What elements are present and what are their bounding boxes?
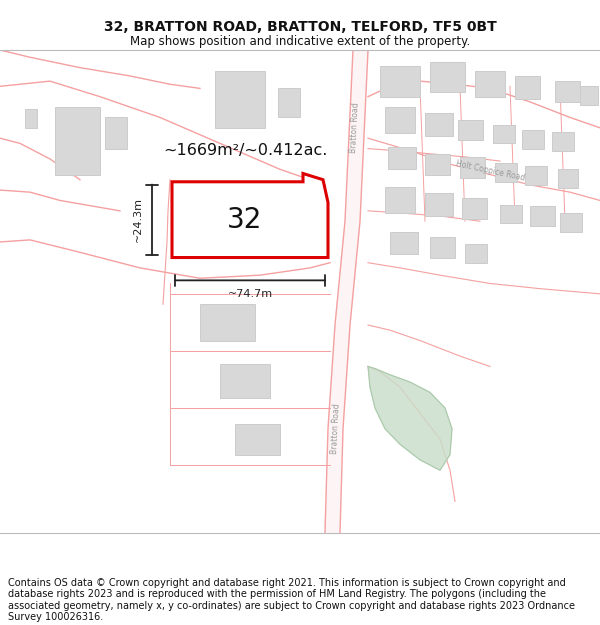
Bar	[475, 71, 505, 97]
Polygon shape	[368, 366, 452, 470]
Bar	[462, 198, 487, 219]
Bar	[385, 187, 415, 213]
Bar	[458, 119, 483, 140]
Bar	[460, 157, 485, 177]
Bar	[105, 118, 127, 149]
Bar	[278, 88, 300, 118]
Bar	[220, 364, 270, 398]
Bar	[215, 71, 265, 128]
Bar	[552, 132, 574, 151]
Bar	[430, 237, 455, 258]
Bar	[385, 107, 415, 133]
Text: ~74.7m: ~74.7m	[227, 289, 272, 299]
Bar	[235, 424, 280, 454]
Bar	[55, 107, 100, 174]
Bar	[560, 213, 582, 232]
Text: Bratton Road: Bratton Road	[330, 403, 342, 454]
Bar	[522, 130, 544, 149]
Text: Map shows position and indicative extent of the property.: Map shows position and indicative extent…	[130, 35, 470, 48]
Bar	[388, 146, 416, 169]
Bar	[500, 204, 522, 223]
Polygon shape	[172, 174, 328, 258]
Bar	[288, 194, 323, 223]
Bar	[530, 206, 555, 226]
Text: 32: 32	[227, 206, 263, 234]
Bar	[580, 86, 598, 105]
Bar	[425, 154, 450, 174]
Bar	[380, 66, 420, 97]
Bar	[465, 244, 487, 262]
Text: ~24.3m: ~24.3m	[133, 197, 143, 242]
Bar	[25, 109, 37, 128]
Bar	[525, 166, 547, 185]
Bar	[425, 193, 453, 216]
Bar	[555, 81, 580, 102]
Polygon shape	[325, 50, 368, 532]
Bar	[425, 113, 453, 136]
Bar	[200, 304, 255, 341]
Text: Bratton Road: Bratton Road	[349, 102, 361, 153]
Bar	[495, 163, 517, 182]
Bar	[515, 76, 540, 99]
Bar	[430, 62, 465, 91]
Bar	[558, 169, 578, 188]
Bar	[493, 125, 515, 143]
Text: Contains OS data © Crown copyright and database right 2021. This information is : Contains OS data © Crown copyright and d…	[8, 578, 575, 622]
Text: ~1669m²/~0.412ac.: ~1669m²/~0.412ac.	[163, 143, 327, 158]
Text: Holt Coppice Road: Holt Coppice Road	[455, 159, 526, 183]
Bar	[390, 232, 418, 254]
Text: 32, BRATTON ROAD, BRATTON, TELFORD, TF5 0BT: 32, BRATTON ROAD, BRATTON, TELFORD, TF5 …	[104, 20, 496, 34]
